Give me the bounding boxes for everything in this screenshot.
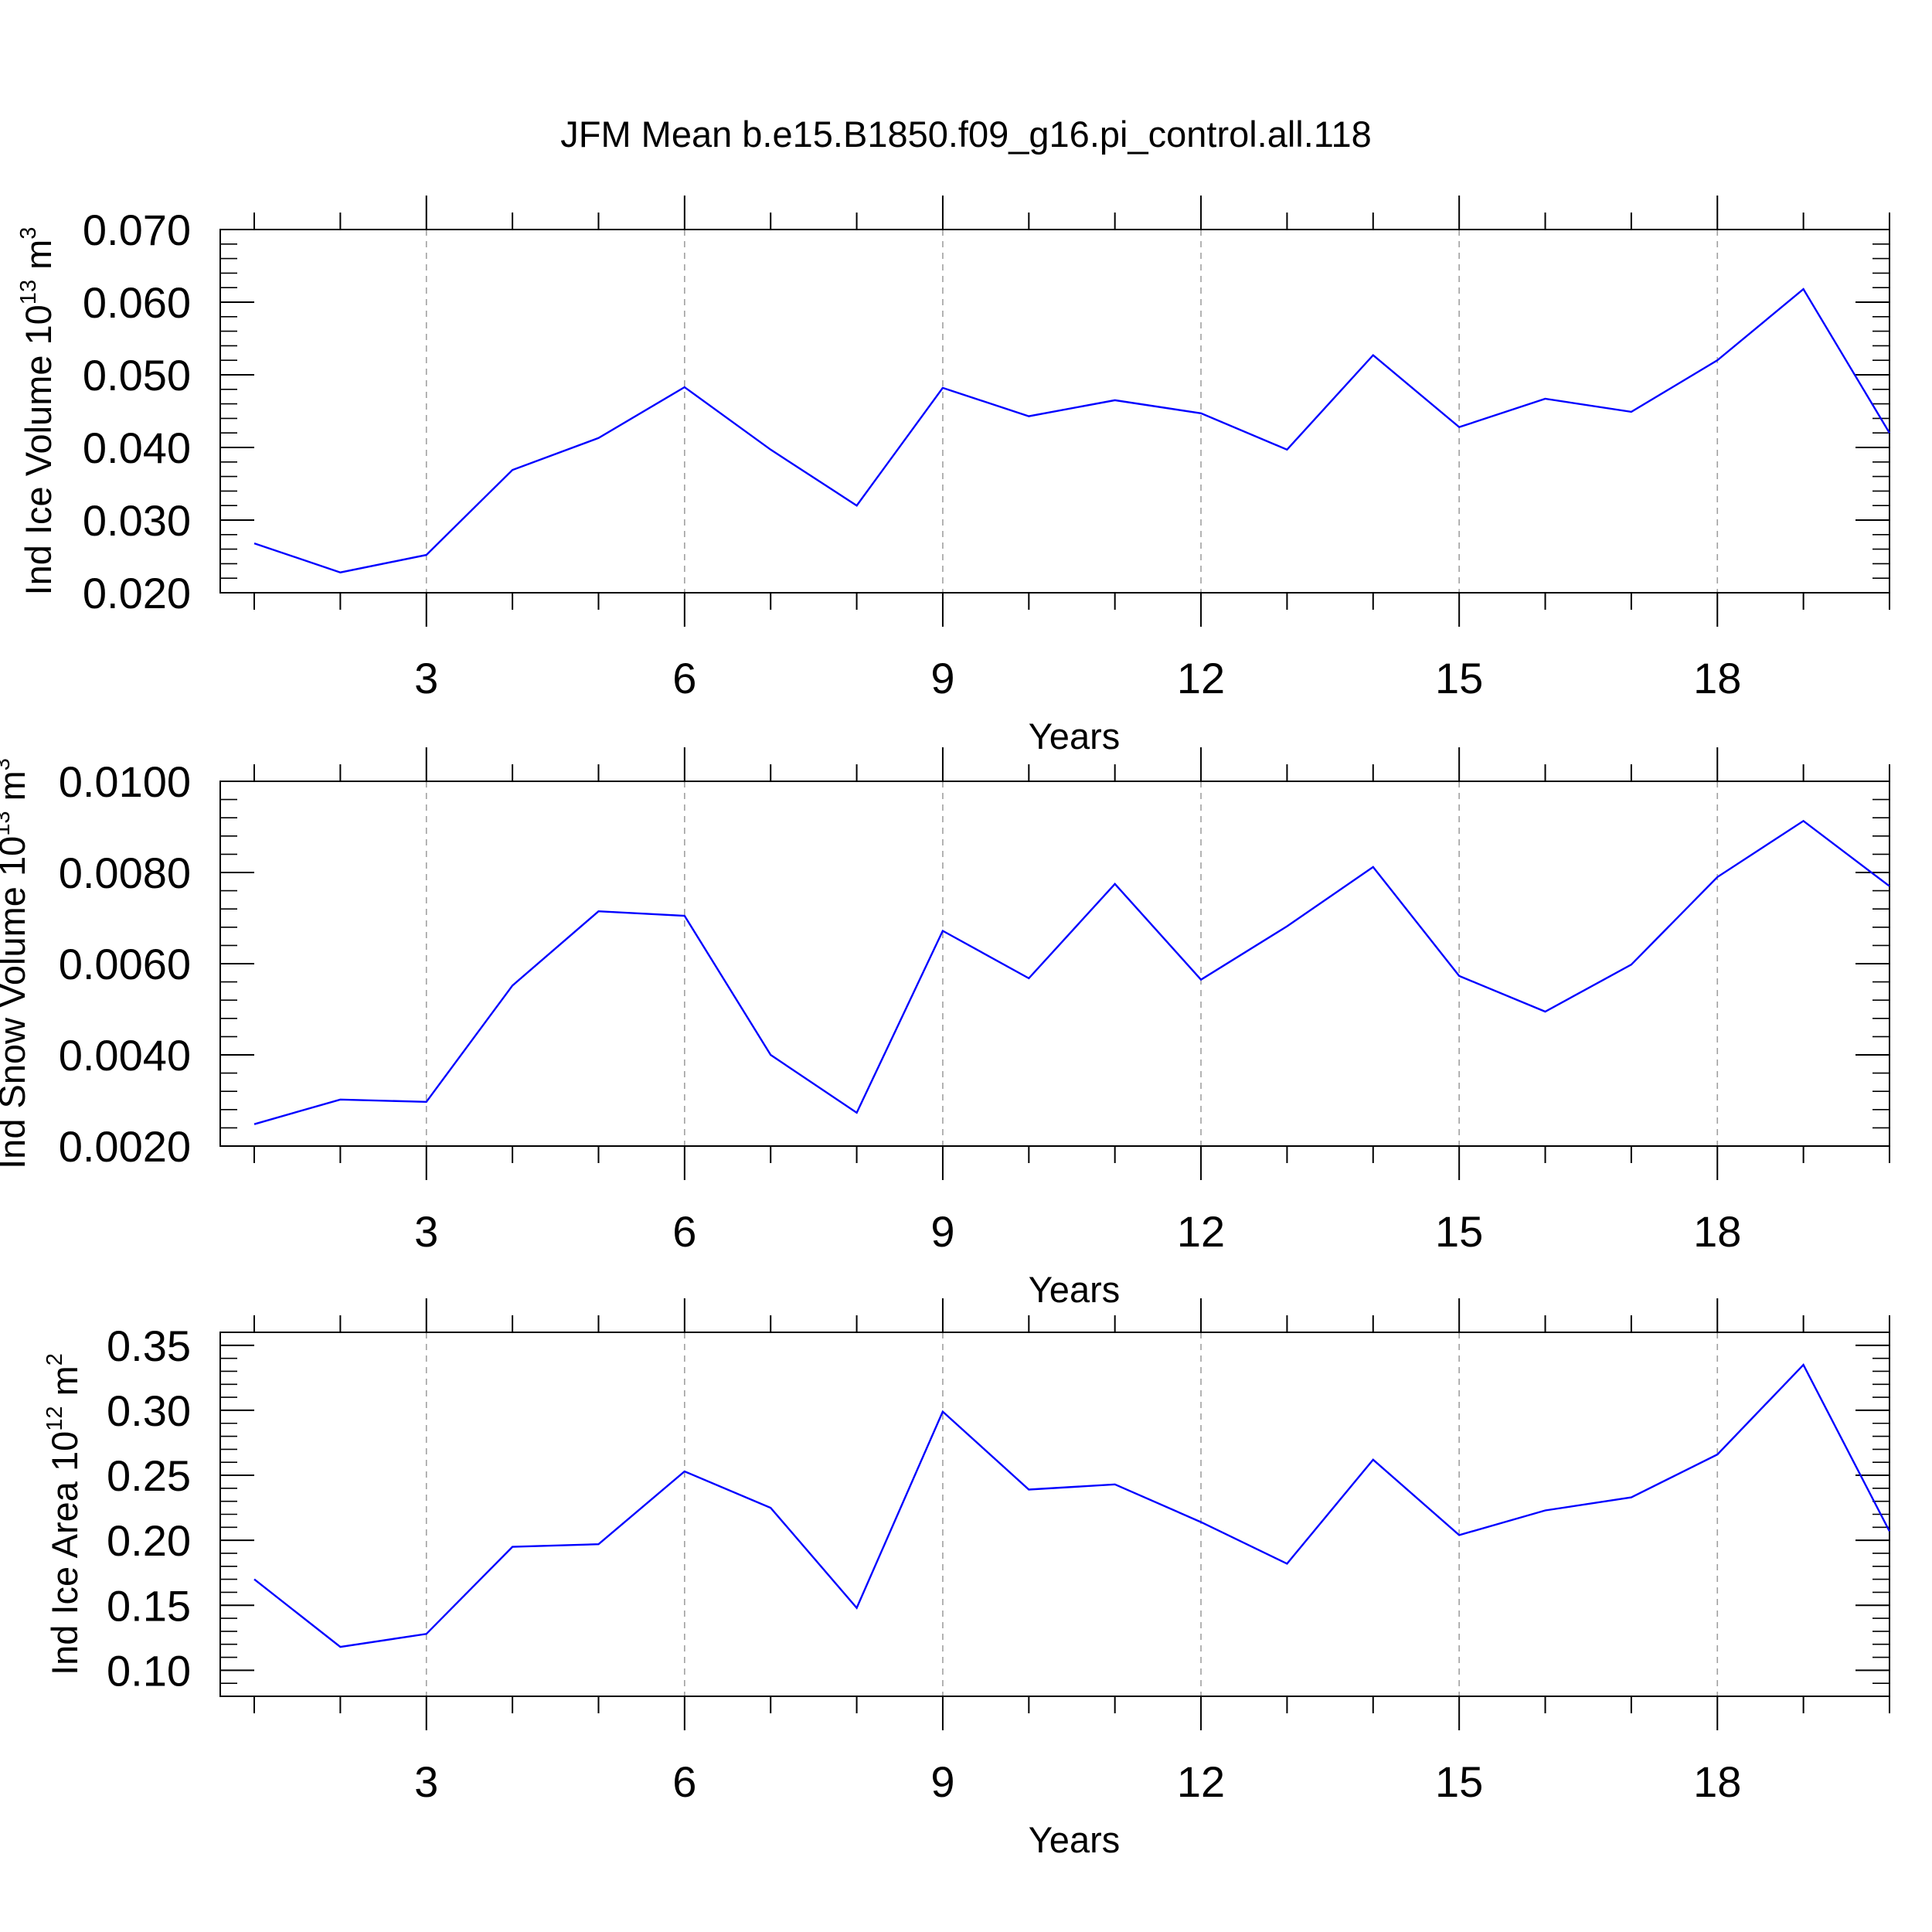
x-tick-label: 15 bbox=[1435, 654, 1483, 702]
y-tick-label: 0.35 bbox=[107, 1321, 191, 1370]
x-tick-label: 18 bbox=[1693, 1757, 1741, 1806]
x-tick-label: 12 bbox=[1177, 654, 1225, 702]
plot-frame bbox=[219, 781, 1890, 1147]
y-tick-label: 0.030 bbox=[83, 496, 191, 545]
x-tick-label: 9 bbox=[930, 1207, 954, 1256]
x-tick-label: 9 bbox=[930, 654, 954, 702]
y-tick-label: 0.10 bbox=[107, 1646, 191, 1695]
y-tick-label: 0.0080 bbox=[59, 849, 191, 897]
y-tick-label: 0.070 bbox=[83, 206, 191, 254]
x-tick-label: 6 bbox=[672, 1207, 696, 1256]
x-tick-label: 6 bbox=[672, 654, 696, 702]
panel-2: 3 6 9 12 15 18 Years 0.0020 0.0040 0.0060 0.0080 0.… bbox=[0, 747, 1890, 1310]
x-axis-title: Years bbox=[1029, 716, 1120, 757]
x-tick-label: 18 bbox=[1693, 1207, 1741, 1256]
y-tick-label: 0.0020 bbox=[59, 1122, 191, 1171]
y-tick-label: 0.15 bbox=[107, 1581, 191, 1630]
plot-frame bbox=[219, 1332, 1890, 1697]
x-tick-label: 9 bbox=[930, 1757, 954, 1806]
series-line bbox=[253, 1363, 1891, 1648]
y-axis-title: Ind Ice Area 1012 m2 bbox=[43, 1353, 85, 1675]
panel-3: 3 6 9 12 15 18 Years 0.10 0.15 0.20 0.25 0.30 0.35 In… bbox=[43, 1298, 1891, 1860]
plot-frame bbox=[219, 229, 1890, 594]
y-tick-label: 0.30 bbox=[107, 1386, 191, 1435]
y-tick-label: 0.060 bbox=[83, 278, 191, 327]
x-tick-label: 3 bbox=[414, 654, 438, 702]
x-tick-label: 18 bbox=[1693, 654, 1741, 702]
x-tick-label: 6 bbox=[672, 1757, 696, 1806]
x-tick-label: 15 bbox=[1435, 1757, 1483, 1806]
y-tick-label: 0.040 bbox=[83, 423, 191, 472]
panel-1: 3 6 9 12 15 18 Years 0.020 0.030 0.040 0.050 0.060 0… bbox=[16, 196, 1891, 757]
y-tick-label: 0.20 bbox=[107, 1516, 191, 1565]
x-axis-title: Years bbox=[1029, 1819, 1120, 1860]
y-tick-label: 0.020 bbox=[83, 569, 191, 617]
x-axis-title: Years bbox=[1029, 1269, 1120, 1310]
x-tick-label: 3 bbox=[414, 1207, 438, 1256]
y-tick-label: 0.050 bbox=[83, 351, 191, 400]
series-line bbox=[253, 287, 1891, 573]
x-tick-label: 12 bbox=[1177, 1207, 1225, 1256]
y-tick-label: 0.0060 bbox=[59, 940, 191, 988]
x-tick-label: 15 bbox=[1435, 1207, 1483, 1256]
y-axis-title: Ind Ice Volume 1013 m3 bbox=[16, 227, 59, 596]
y-tick-label: 0.25 bbox=[107, 1451, 191, 1500]
x-tick-label: 3 bbox=[414, 1757, 438, 1806]
y-axis-title: Ind Snow Volume 1013 m3 bbox=[0, 758, 32, 1169]
panels: 3 6 9 12 15 18 Years 0.020 0.030 0.040 0.050 0.060 0… bbox=[0, 196, 1891, 1860]
y-tick-label: 0.0040 bbox=[59, 1031, 191, 1080]
y-tick-label: 0.0100 bbox=[59, 757, 191, 806]
series-line bbox=[253, 819, 1890, 1125]
chart-title: JFM Mean b.e15.B1850.f09_g16.pi_control.… bbox=[560, 114, 1372, 155]
x-tick-label: 12 bbox=[1177, 1757, 1225, 1806]
